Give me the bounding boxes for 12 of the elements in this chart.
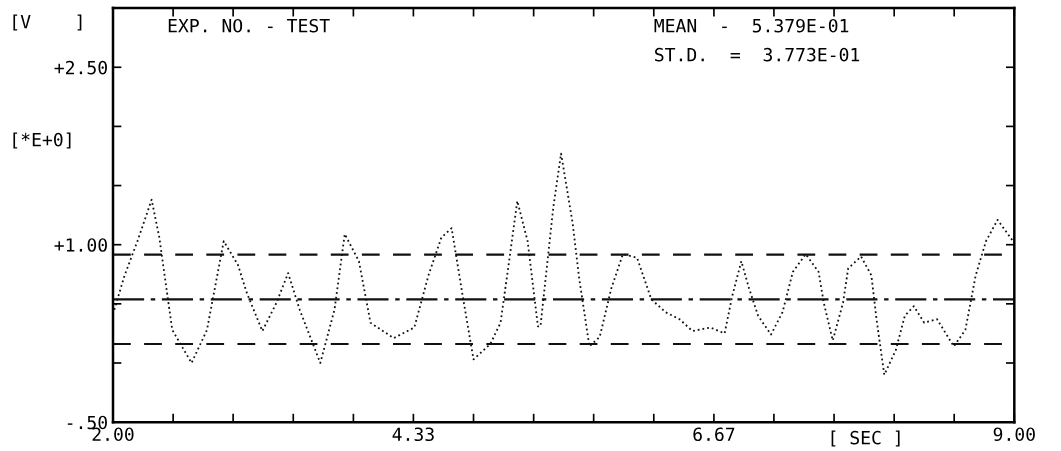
x-axis-title: [ SEC ] [831, 430, 900, 447]
x-tick-label: 6.67 [693, 427, 735, 442]
x-tick-label: 9.00 [993, 427, 1035, 442]
x-tick-label: 4.33 [392, 427, 434, 442]
text: [*E+0] [13, 132, 71, 149]
line-series [113, 152, 1014, 376]
y-tick-label: +1.00 [54, 238, 107, 252]
y-axis-title: [V ] [13, 14, 82, 31]
annotation: MEAN - 5.379E-01 [654, 18, 849, 33]
chart-title: EXP. NO. - TEST [168, 18, 330, 33]
annotation: ST.D. = 3.773E-01 [655, 47, 860, 62]
y-tick-label: +2.50 [54, 60, 107, 75]
